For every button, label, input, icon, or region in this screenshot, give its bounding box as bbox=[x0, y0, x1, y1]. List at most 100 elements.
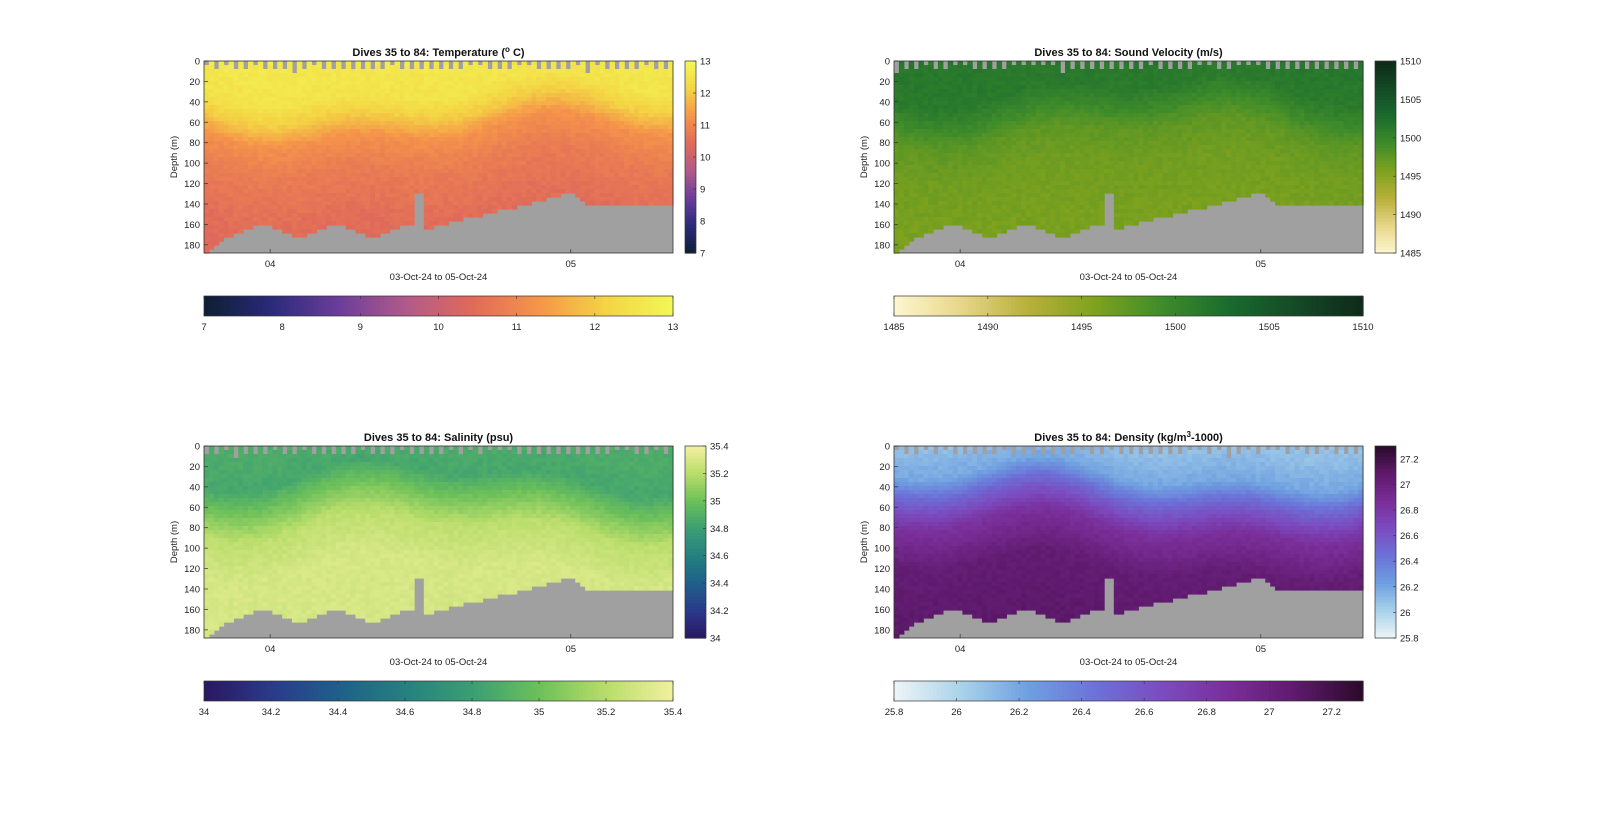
heatmap-cell bbox=[204, 73, 210, 78]
heatmap-cell bbox=[223, 65, 230, 70]
heatmap-cell bbox=[370, 209, 376, 214]
heatmap-cell bbox=[208, 205, 215, 210]
heatmap-cell bbox=[272, 113, 278, 118]
heatmap-cell bbox=[957, 153, 963, 158]
heatmap-cell bbox=[923, 109, 929, 114]
heatmap-cell bbox=[937, 161, 944, 166]
heatmap-cell bbox=[272, 221, 278, 226]
heatmap-cell bbox=[668, 173, 674, 178]
heatmap-cell bbox=[233, 93, 239, 98]
heatmap-cell bbox=[472, 81, 479, 86]
heatmap-cell bbox=[252, 185, 259, 190]
heatmap-cell bbox=[633, 177, 640, 182]
colorbar-segment bbox=[375, 296, 381, 316]
heatmap-cell bbox=[653, 97, 659, 102]
heatmap-cell bbox=[599, 113, 606, 118]
heatmap-cell bbox=[462, 73, 469, 78]
heatmap-cell bbox=[458, 117, 464, 122]
heatmap-cell bbox=[458, 181, 464, 186]
heatmap-cell bbox=[986, 221, 993, 226]
heatmap-cell bbox=[326, 193, 332, 198]
heatmap-cell bbox=[585, 109, 591, 114]
heatmap-cell bbox=[663, 193, 669, 198]
heatmap-cell bbox=[1011, 93, 1017, 98]
heatmap-cell bbox=[594, 105, 601, 110]
heatmap-cell bbox=[585, 157, 591, 162]
heatmap-cell bbox=[492, 177, 498, 182]
heatmap-cell bbox=[428, 129, 435, 134]
heatmap-cell bbox=[272, 173, 278, 178]
heatmap-cell bbox=[296, 185, 303, 190]
heatmap-cell bbox=[653, 149, 659, 154]
heatmap-cell bbox=[648, 105, 655, 110]
heatmap-cell bbox=[1001, 93, 1007, 98]
heatmap-cell bbox=[492, 101, 498, 106]
heatmap-cell bbox=[609, 165, 615, 170]
heatmap-cell bbox=[991, 105, 998, 110]
heatmap-cell bbox=[389, 169, 396, 174]
heatmap-cell bbox=[272, 121, 278, 126]
heatmap-cell bbox=[898, 125, 905, 130]
heatmap-cell bbox=[370, 117, 376, 122]
heatmap-cell bbox=[350, 113, 357, 118]
heatmap-cell bbox=[550, 125, 557, 130]
heatmap-cell bbox=[492, 125, 498, 130]
heatmap-cell bbox=[580, 69, 586, 74]
heatmap-cell bbox=[599, 169, 606, 174]
heatmap-cell bbox=[384, 105, 391, 110]
heatmap-cell bbox=[394, 225, 401, 230]
heatmap-cell bbox=[570, 169, 576, 174]
heatmap-cell bbox=[433, 137, 440, 142]
heatmap-cell bbox=[580, 109, 586, 114]
heatmap-cell bbox=[663, 169, 669, 174]
heatmap-cell bbox=[908, 97, 915, 102]
heatmap-cell bbox=[404, 121, 410, 126]
heatmap-cell bbox=[404, 117, 410, 122]
heatmap-cell bbox=[423, 113, 430, 118]
heatmap-cell bbox=[365, 169, 371, 174]
heatmap-cell bbox=[585, 117, 591, 122]
heatmap-cell bbox=[428, 193, 435, 198]
heatmap-cell bbox=[267, 157, 273, 162]
heatmap-cell bbox=[243, 181, 249, 186]
heatmap-cell bbox=[409, 93, 415, 98]
heatmap-cell bbox=[223, 225, 230, 230]
heatmap-cell bbox=[282, 185, 288, 190]
heatmap-cell bbox=[526, 125, 532, 130]
heatmap-cell bbox=[306, 125, 313, 130]
colorbar-segment bbox=[685, 249, 696, 254]
heatmap-cell bbox=[633, 173, 640, 178]
heatmap-cell bbox=[477, 105, 484, 110]
heatmap-cell bbox=[565, 177, 572, 182]
heatmap-cell bbox=[991, 149, 998, 154]
heatmap-cell bbox=[423, 81, 430, 86]
heatmap-cell bbox=[933, 121, 939, 126]
heatmap-cell bbox=[977, 149, 983, 154]
heatmap-cell bbox=[629, 117, 635, 122]
heatmap-cell bbox=[213, 145, 220, 150]
heatmap-cell bbox=[506, 121, 513, 126]
heatmap-cell bbox=[438, 141, 444, 146]
heatmap-cell bbox=[477, 145, 484, 150]
heatmap-cell bbox=[233, 201, 239, 206]
heatmap-cell bbox=[521, 137, 528, 142]
heatmap-cell bbox=[521, 177, 528, 182]
heatmap-cell bbox=[594, 181, 601, 186]
heatmap-cell bbox=[599, 157, 606, 162]
heatmap-cell bbox=[204, 145, 210, 150]
heatmap-cell bbox=[243, 117, 249, 122]
heatmap-cell bbox=[233, 165, 239, 170]
heatmap-cell bbox=[267, 137, 273, 142]
heatmap-cell bbox=[638, 197, 645, 202]
heatmap-cell bbox=[233, 145, 239, 150]
heatmap-cell bbox=[918, 229, 924, 234]
heatmap-cell bbox=[345, 217, 352, 222]
heatmap-cell bbox=[453, 121, 459, 126]
heatmap-cell bbox=[957, 85, 963, 90]
heatmap-cell bbox=[443, 77, 449, 82]
heatmap-cell bbox=[399, 113, 405, 118]
colorbar-segment bbox=[685, 77, 696, 81]
heatmap-cell bbox=[497, 173, 503, 178]
heatmap-cell bbox=[614, 93, 620, 98]
heatmap-cell bbox=[350, 129, 357, 134]
